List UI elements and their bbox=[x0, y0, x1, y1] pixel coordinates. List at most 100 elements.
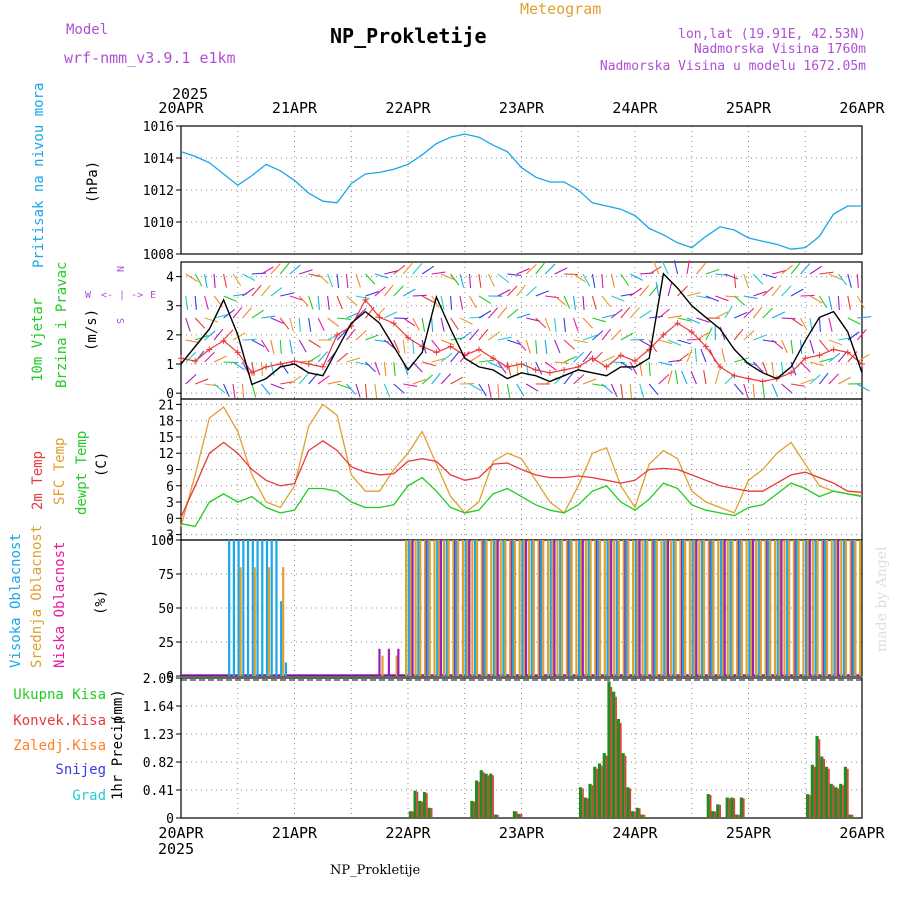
wind-direction-arrow bbox=[260, 284, 271, 297]
precip-conv-bar bbox=[847, 768, 849, 818]
wind-direction-arrow bbox=[582, 317, 594, 329]
bottom-date-label: 23APR bbox=[499, 824, 545, 842]
wind-direction-arrow bbox=[721, 348, 726, 363]
wind-direction-arrow bbox=[620, 332, 634, 341]
station-title: NP_Prokletije bbox=[330, 24, 487, 48]
precip-conv-bar bbox=[743, 798, 745, 818]
wind-ylabel-sub: Brzina i Pravac bbox=[54, 262, 70, 388]
y-tick-label: 0.82 bbox=[143, 756, 174, 771]
bottom-date-label: 20APR bbox=[158, 824, 204, 842]
wind-direction-arrow bbox=[393, 339, 401, 353]
precip-bar bbox=[711, 811, 715, 818]
cloud-bar-mid bbox=[802, 540, 805, 676]
wind-direction-arrow bbox=[610, 273, 615, 288]
bottom-date-label: 21APR bbox=[272, 824, 318, 842]
wind-direction-arrow bbox=[771, 361, 775, 376]
wind-direction-arrow bbox=[847, 295, 851, 310]
cloud-bar-low bbox=[553, 540, 556, 676]
wind-gust-marker bbox=[178, 355, 184, 362]
wind-direction-arrow bbox=[298, 372, 309, 385]
wind-direction-arrow bbox=[440, 373, 452, 385]
precip-bar bbox=[635, 807, 639, 818]
wind-direction-arrow bbox=[346, 383, 357, 395]
wind-direction-arrow bbox=[270, 317, 284, 325]
precip-bar bbox=[810, 764, 814, 818]
wind-direction-arrow bbox=[828, 317, 833, 332]
wind-direction-arrow bbox=[516, 339, 527, 351]
cloud-bar-hi bbox=[729, 540, 732, 676]
wind-direction-arrow bbox=[487, 273, 495, 287]
wind-direction-arrow bbox=[573, 351, 584, 363]
wind-gust-marker bbox=[490, 355, 497, 362]
cloud-bar-hi bbox=[767, 540, 770, 676]
cloud-bar-mid bbox=[797, 540, 800, 676]
wind-direction-arrow bbox=[809, 265, 822, 275]
precip-conv-bar bbox=[473, 801, 476, 818]
precip-bar bbox=[512, 811, 517, 818]
wind-direction-arrow bbox=[752, 273, 764, 285]
y-tick-label: 0.41 bbox=[143, 784, 174, 799]
precip-conv-bar bbox=[809, 795, 811, 818]
wind-direction-arrow bbox=[487, 307, 499, 319]
wind-direction-arrow bbox=[762, 273, 777, 279]
cloud-bar-hi bbox=[521, 540, 524, 676]
y-tick-label: -3 bbox=[158, 529, 174, 544]
precip-bar bbox=[474, 780, 479, 818]
cloud-bar-mid bbox=[698, 540, 701, 676]
cloud-bar-hi bbox=[663, 540, 666, 676]
model-altitude-label: Nadmorska Visina u modelu 1672.05m bbox=[600, 59, 866, 74]
wind-direction-arrow bbox=[336, 329, 348, 341]
cloud-bar-mid bbox=[613, 540, 616, 676]
wind-direction-arrow bbox=[648, 266, 662, 275]
cloud-bar-low bbox=[610, 540, 613, 676]
precip-bar bbox=[735, 814, 739, 818]
wind-direction-arrow bbox=[828, 295, 833, 310]
wind-gust-marker bbox=[589, 355, 596, 362]
wind-direction-arrow bbox=[799, 339, 803, 354]
wind-direction-arrow bbox=[478, 328, 489, 341]
wind-direction-arrow bbox=[715, 311, 729, 319]
cloud-bar-mid bbox=[561, 540, 564, 676]
wind-direction-arrow bbox=[213, 273, 216, 289]
wind-direction-arrow bbox=[743, 330, 755, 341]
wind-direction-arrow bbox=[241, 383, 245, 398]
wind-direction-arrow bbox=[308, 317, 312, 332]
precip-bar bbox=[593, 766, 597, 818]
wind-direction-arrow bbox=[762, 383, 765, 398]
wind-direction-arrow bbox=[213, 328, 224, 341]
credit-text: made by Angel bbox=[874, 546, 890, 652]
wind-direction-arrow bbox=[743, 307, 755, 319]
wind-direction-arrow bbox=[743, 295, 758, 300]
wind-direction-arrow bbox=[497, 383, 500, 399]
cloud-bar-mid bbox=[414, 540, 417, 676]
lonlat-label: lon,lat (19.91E, 42.53N) bbox=[678, 27, 866, 42]
wind-direction-arrow bbox=[242, 307, 253, 319]
temp-ylabel-sub: SFC Temp bbox=[52, 438, 68, 505]
cloud-bar-mid bbox=[840, 540, 843, 676]
wind-direction-arrow bbox=[308, 372, 319, 385]
cloud-bar-hi bbox=[280, 601, 283, 676]
cloud-bar-hi bbox=[549, 540, 552, 676]
cloud-bar-mid bbox=[282, 567, 285, 676]
pressure-line bbox=[180, 133, 862, 250]
cloud-bar-mid bbox=[750, 540, 753, 676]
wind-direction-arrow bbox=[544, 339, 548, 354]
wind-direction-arrow bbox=[733, 295, 746, 306]
cloud-bar-mid bbox=[475, 540, 479, 676]
cloud-bar-hi bbox=[407, 540, 410, 676]
y-tick-label: 1010 bbox=[143, 216, 174, 231]
wind-direction-arrow bbox=[705, 327, 713, 341]
precip-bar bbox=[824, 766, 829, 818]
wind-direction-arrow bbox=[308, 339, 321, 348]
wind-direction-arrow bbox=[752, 383, 755, 398]
cloud-bar-mid bbox=[707, 540, 710, 676]
cloud-bar-mid bbox=[570, 540, 573, 676]
wind-direction-arrow bbox=[525, 339, 531, 354]
wind-gust-marker bbox=[319, 363, 326, 370]
wind-direction-arrow bbox=[818, 317, 822, 333]
cloud-bar-hi bbox=[540, 540, 543, 676]
wind-direction-arrow bbox=[478, 359, 493, 363]
cloud-bar-mid bbox=[636, 540, 639, 676]
cloud-bar-mid bbox=[844, 540, 848, 676]
